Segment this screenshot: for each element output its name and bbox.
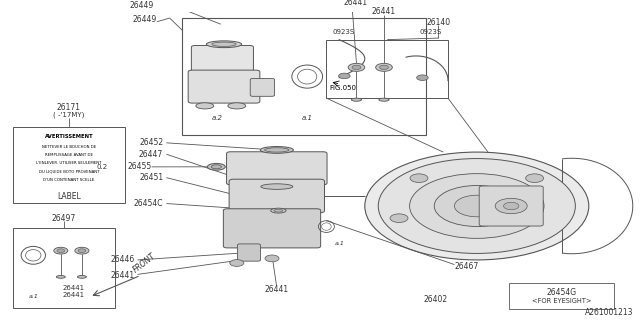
Circle shape — [380, 65, 388, 69]
Text: 26402: 26402 — [423, 294, 447, 304]
Text: 26451: 26451 — [139, 173, 163, 182]
FancyBboxPatch shape — [229, 179, 324, 213]
Ellipse shape — [274, 209, 283, 212]
Bar — [326, 40, 448, 98]
Circle shape — [390, 214, 408, 222]
Bar — [509, 283, 614, 309]
Circle shape — [454, 195, 499, 217]
Circle shape — [348, 63, 365, 71]
Ellipse shape — [351, 98, 362, 101]
Ellipse shape — [56, 276, 65, 278]
Text: AVERTISSEMENT: AVERTISSEMENT — [45, 134, 93, 139]
Ellipse shape — [260, 147, 293, 153]
Circle shape — [78, 249, 86, 252]
Text: a.1: a.1 — [301, 115, 313, 121]
Ellipse shape — [261, 184, 293, 189]
Circle shape — [376, 63, 392, 71]
Text: 26441: 26441 — [110, 271, 134, 280]
Circle shape — [435, 186, 520, 227]
FancyBboxPatch shape — [188, 70, 260, 103]
FancyBboxPatch shape — [227, 152, 327, 185]
Text: 26441: 26441 — [63, 285, 84, 291]
FancyBboxPatch shape — [479, 186, 543, 226]
Circle shape — [417, 75, 428, 80]
Circle shape — [57, 249, 65, 252]
Text: 0.2: 0.2 — [97, 164, 108, 170]
Text: 0923S: 0923S — [419, 29, 442, 35]
Text: <FOR EYESIGHT>: <FOR EYESIGHT> — [532, 298, 591, 304]
Text: 26446: 26446 — [110, 255, 134, 264]
Ellipse shape — [271, 208, 286, 213]
FancyBboxPatch shape — [250, 78, 275, 96]
Text: 26449: 26449 — [129, 1, 154, 10]
Text: D'UN CONTENANT SCELLE.: D'UN CONTENANT SCELLE. — [42, 178, 95, 181]
Ellipse shape — [211, 165, 221, 169]
Circle shape — [365, 152, 589, 260]
Text: 26441: 26441 — [63, 292, 84, 298]
Text: 26497: 26497 — [52, 214, 76, 223]
Circle shape — [339, 73, 350, 79]
Bar — [182, 18, 426, 135]
Circle shape — [525, 174, 543, 182]
Circle shape — [352, 65, 361, 69]
Text: LABEL: LABEL — [57, 192, 81, 201]
Text: 0923S: 0923S — [333, 29, 355, 35]
Ellipse shape — [379, 98, 389, 101]
Circle shape — [410, 174, 544, 238]
Circle shape — [495, 198, 527, 214]
FancyBboxPatch shape — [223, 209, 321, 248]
Ellipse shape — [207, 164, 225, 170]
Ellipse shape — [228, 103, 246, 109]
Text: 26140: 26140 — [426, 18, 451, 27]
Circle shape — [265, 255, 279, 262]
Text: REMPLISSAGE AVANT DE: REMPLISSAGE AVANT DE — [45, 154, 93, 157]
Text: 26454C: 26454C — [134, 199, 163, 208]
Text: a.2: a.2 — [212, 115, 223, 121]
Text: 26441: 26441 — [372, 7, 396, 16]
Ellipse shape — [206, 41, 242, 48]
Text: A261001213: A261001213 — [585, 308, 634, 317]
Text: ( -'17MY): ( -'17MY) — [53, 112, 84, 118]
FancyBboxPatch shape — [191, 45, 253, 78]
Text: 26452: 26452 — [139, 138, 163, 147]
Text: DU LIQUIDE BOTO PROVENANT: DU LIQUIDE BOTO PROVENANT — [38, 170, 99, 173]
Text: 26455: 26455 — [127, 162, 152, 172]
Ellipse shape — [265, 148, 289, 152]
Ellipse shape — [196, 103, 214, 109]
Text: 26449: 26449 — [132, 15, 157, 24]
Text: a.1: a.1 — [28, 294, 38, 300]
Circle shape — [230, 260, 244, 266]
FancyBboxPatch shape — [237, 244, 260, 261]
Ellipse shape — [212, 42, 236, 46]
Circle shape — [54, 247, 68, 254]
Text: NETTEVER LE BOUCHON DE: NETTEVER LE BOUCHON DE — [42, 146, 96, 149]
Text: 26171: 26171 — [57, 103, 81, 112]
Text: 26441: 26441 — [343, 0, 367, 7]
Circle shape — [410, 174, 428, 182]
Text: FRONT: FRONT — [131, 251, 157, 275]
Text: 26441: 26441 — [264, 285, 289, 294]
Text: L'ENLEVER. UTILISER SEULEMENT: L'ENLEVER. UTILISER SEULEMENT — [36, 162, 102, 165]
Bar — [13, 127, 125, 203]
Text: 26447: 26447 — [139, 150, 163, 159]
Ellipse shape — [77, 276, 86, 278]
Text: 26467: 26467 — [454, 261, 479, 271]
Text: 26454G: 26454G — [547, 288, 577, 297]
Text: FIG.050: FIG.050 — [330, 84, 356, 91]
Circle shape — [75, 247, 89, 254]
Bar — [13, 228, 115, 308]
Circle shape — [378, 158, 575, 253]
Text: a.1: a.1 — [334, 241, 344, 246]
Circle shape — [504, 202, 519, 210]
